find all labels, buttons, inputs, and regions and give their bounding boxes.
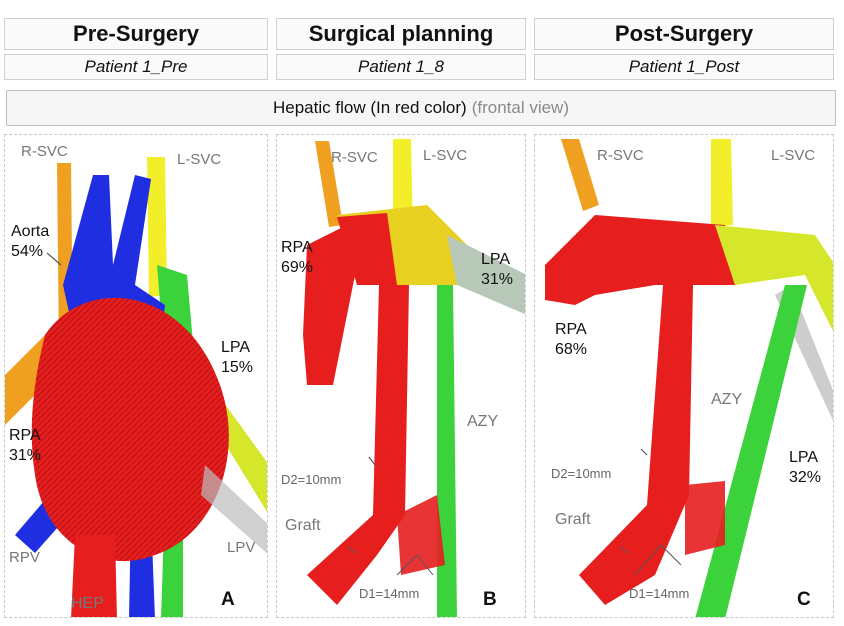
lsvc-vessel: [147, 157, 167, 297]
lpa-confluence: [715, 225, 833, 331]
panel-c-rpa-label: RPA: [555, 321, 587, 338]
panel-c-letter: C: [797, 589, 811, 610]
panel-a-lpa-pct: 15%: [221, 359, 254, 376]
panel-b-render: [303, 139, 525, 617]
lpa-branch: [447, 235, 525, 315]
header-post-surgery-text: Post-Surgery: [614, 21, 754, 46]
panel-a-letter: A: [221, 589, 235, 610]
subheader-pre-text: Patient 1_Pre: [84, 57, 188, 76]
hepatic-flow-banner: Hepatic flow (In red color) (frontal vie…: [6, 90, 836, 126]
panel-b-surgical-planning: R-SVC L-SVC RPA 69% LPA 31% AZY D2=10mm …: [276, 134, 526, 618]
panel-c-graft-label: Graft: [555, 511, 591, 528]
panel-a-rsvc-label: R-SVC: [21, 143, 68, 160]
panel-a-pre-surgery: R-SVC L-SVC Aorta 54% LPA 15% RPA 31% RP…: [4, 134, 268, 618]
header-pre-surgery: Pre-Surgery: [4, 18, 268, 50]
panel-b-lsvc-label: L-SVC: [423, 147, 468, 164]
panel-a-aorta-pct: 54%: [11, 243, 44, 260]
graft-arrow: [620, 546, 628, 554]
header-post-surgery: Post-Surgery: [534, 18, 834, 50]
aorta-arrow: [46, 252, 62, 266]
d2-arrow: [640, 448, 648, 456]
graft-arrow: [348, 546, 356, 554]
panel-a-lpv-label: LPV: [227, 539, 256, 556]
rpa-branch: [545, 215, 735, 305]
header-surgical-planning-text: Surgical planning: [308, 21, 494, 46]
graft-conduit: [307, 285, 409, 605]
subheader-post-text: Patient 1_Post: [628, 57, 740, 76]
panel-c-render: [545, 139, 833, 617]
panel-a-render: [5, 157, 267, 617]
subheader-planning-text: Patient 1_8: [357, 57, 444, 76]
panel-c-lpa-label: LPA: [789, 449, 819, 466]
d2-arrow: [368, 456, 376, 466]
panel-a-rpa-pct: 31%: [9, 447, 42, 464]
panel-b-rpa-label: RPA: [281, 239, 313, 256]
hep-vessel: [71, 535, 117, 617]
panel-c-d2-label: D2=10mm: [551, 466, 612, 481]
panel-c-rpa-pct: 68%: [555, 341, 588, 358]
rsvc-vessel: [561, 139, 599, 211]
subheader-planning: Patient 1_8: [276, 54, 526, 80]
panel-a-aorta-label: Aorta: [11, 223, 50, 240]
header-pre-surgery-text: Pre-Surgery: [73, 21, 199, 46]
panel-c-d1-label: D1=14mm: [629, 586, 690, 601]
panel-b-d2-label: D2=10mm: [281, 472, 342, 487]
panel-a-hep-label: HEP: [71, 595, 104, 612]
graft-conduit: [579, 285, 693, 605]
panel-b-rsvc-label: R-SVC: [331, 149, 378, 166]
panel-b-letter: B: [483, 589, 497, 610]
panel-b-azy-label: AZY: [467, 413, 499, 430]
panel-b-lpa-pct: 31%: [481, 271, 514, 288]
azy-vessel: [437, 285, 457, 617]
rsvc-vessel: [315, 141, 343, 227]
graft-junction: [685, 481, 725, 555]
panel-a-rpv-label: RPV: [9, 549, 40, 566]
panel-b-d1-label: D1=14mm: [359, 586, 420, 601]
panel-a-rpa-label: RPA: [9, 427, 41, 444]
graft-junction: [397, 495, 445, 575]
panel-c-lpa-pct: 32%: [789, 469, 822, 486]
d1-marker: [396, 554, 434, 576]
hepatic-flow-blob: [31, 297, 229, 562]
panel-b-lpa-label: LPA: [481, 251, 511, 268]
banner-main-text: Hepatic flow (In red color): [273, 98, 467, 117]
confluence-red: [337, 213, 397, 285]
lpv-vessel: [201, 465, 267, 554]
rpa-branch: [303, 225, 357, 385]
d1-marker: [634, 544, 682, 576]
panel-c-lsvc-label: L-SVC: [771, 147, 816, 164]
header-surgical-planning: Surgical planning: [276, 18, 526, 50]
panel-c-rsvc-label: R-SVC: [597, 147, 644, 164]
subheader-pre: Patient 1_Pre: [4, 54, 268, 80]
banner-view-text: (frontal view): [471, 98, 569, 117]
lsvc-vessel: [711, 139, 733, 227]
panel-b-graft-label: Graft: [285, 517, 321, 534]
panel-b-rpa-pct: 69%: [281, 259, 314, 276]
panel-c-post-surgery: R-SVC L-SVC RPA 68% AZY LPA 32% D2=10mm …: [534, 134, 834, 618]
panel-a-lpa-label: LPA: [221, 339, 251, 356]
subheader-post: Patient 1_Post: [534, 54, 834, 80]
panel-c-azy-label: AZY: [711, 391, 743, 408]
panel-a-lsvc-label: L-SVC: [177, 151, 222, 168]
